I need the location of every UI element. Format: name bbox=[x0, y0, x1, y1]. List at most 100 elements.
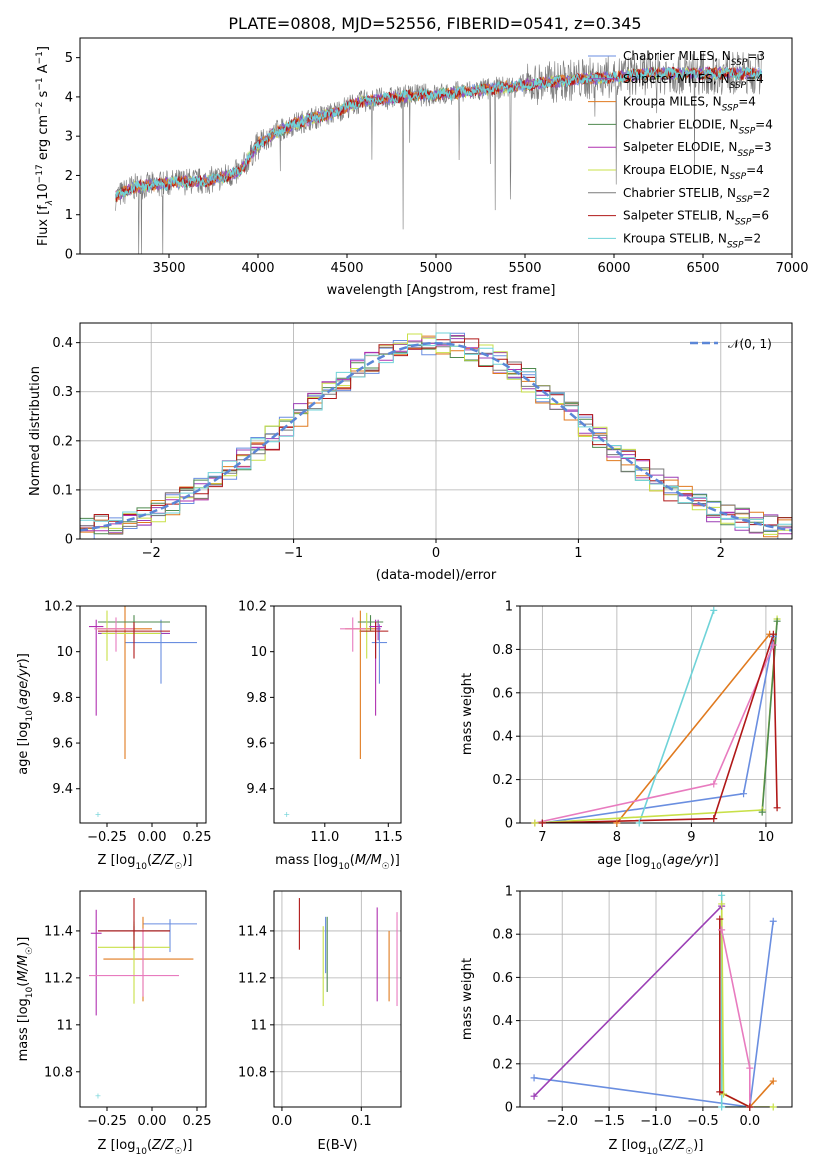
series-line-salpeter-stelib bbox=[719, 919, 751, 1107]
mass-vs-z-panel: + −0.25 0.00 0.25 10.8 11 11.2 11.4 Z [log10(Z/Z… bbox=[16, 890, 211, 1157]
y-tick-label: 11.2 bbox=[44, 971, 73, 986]
y-tick-label: 9.4 bbox=[52, 782, 73, 797]
series-line-kroupa-miles bbox=[749, 1080, 774, 1107]
x-tick-label: 4500 bbox=[330, 261, 363, 276]
y-tick-label: 0.4 bbox=[52, 336, 73, 351]
plot-area: + bbox=[89, 606, 197, 819]
x-tick-label: 2 bbox=[717, 546, 725, 561]
x-tick-label: 0.25 bbox=[183, 830, 212, 845]
y-tick-label: 0 bbox=[65, 248, 73, 263]
data-point bbox=[716, 915, 724, 923]
data-point bbox=[716, 1088, 724, 1096]
x-tick-label: 4000 bbox=[241, 261, 274, 276]
series-line-salpeter-miles bbox=[533, 905, 723, 1097]
data-point bbox=[718, 1103, 726, 1111]
y-tick-label: 11.4 bbox=[238, 924, 267, 939]
data-point bbox=[710, 815, 718, 823]
x-axis-label: age [log10(age/yr)] bbox=[597, 853, 719, 872]
y-tick-label: 1 bbox=[65, 208, 73, 223]
plot-area: + bbox=[89, 898, 197, 1100]
y-tick-label: 3 bbox=[65, 130, 73, 145]
x-tick-label: 11.0 bbox=[310, 830, 339, 845]
legend-label: Chabrier MILES, NSSP=3 bbox=[623, 49, 765, 68]
data-point bbox=[769, 1077, 777, 1085]
y-tick-label: 1 bbox=[505, 885, 513, 900]
data-point bbox=[613, 819, 621, 827]
legend-label: Kroupa MILES, NSSP=4 bbox=[623, 95, 756, 114]
data-point bbox=[746, 1064, 754, 1072]
x-tick-label: 11.5 bbox=[374, 830, 403, 845]
data-point: + bbox=[95, 1091, 102, 1100]
y-tick-label: 10.2 bbox=[44, 600, 73, 615]
x-axis-label: Z [log10(Z/Z☉)] bbox=[98, 853, 193, 872]
y-tick-label: 11.4 bbox=[44, 924, 73, 939]
model-spectrum-salpeter-miles bbox=[115, 66, 762, 201]
data-point bbox=[769, 630, 777, 638]
normal-curve bbox=[80, 341, 792, 532]
model-spectrum-kroupa-stelib bbox=[115, 66, 763, 199]
y-tick-label: 0.2 bbox=[52, 434, 73, 449]
data-point bbox=[710, 606, 718, 614]
x-axis-label: Z [log10(Z/Z☉)] bbox=[609, 1138, 704, 1157]
data-point: + bbox=[95, 810, 102, 819]
y-tick-label: 1 bbox=[505, 600, 513, 615]
x-tick-label: 0.1 bbox=[351, 1114, 372, 1129]
y-tick-label: 0.6 bbox=[492, 971, 513, 986]
x-tick-label: −2.0 bbox=[546, 1114, 578, 1129]
data-point bbox=[530, 1092, 538, 1100]
y-tick-label: 9.6 bbox=[246, 737, 267, 752]
axes-frame bbox=[273, 890, 402, 1108]
x-tick-label: 6500 bbox=[686, 261, 719, 276]
x-tick-label: −1 bbox=[284, 546, 303, 561]
x-axis-label: E(B-V) bbox=[317, 1138, 357, 1153]
age-vs-mass-panel: +11.0 11.5 9.4 9.6 9.8 10 10.2 mass [log10(M/M☉… bbox=[238, 600, 403, 873]
figure-title: PLATE=0808, MJD=52556, FIBERID=0541, z=0… bbox=[228, 14, 641, 33]
legend-label: 𝒩(0, 1) bbox=[728, 337, 772, 351]
y-tick-label: 11.2 bbox=[238, 971, 267, 986]
y-tick-label: 0.1 bbox=[52, 483, 73, 498]
y-axis-label: mass [log10(M/M☉)] bbox=[16, 937, 35, 1062]
y-axis-label: mass weight bbox=[460, 673, 475, 755]
series-line-salpeter-stelib bbox=[542, 633, 778, 823]
x-tick-label: −1.0 bbox=[640, 1114, 672, 1129]
x-tick-label: 5500 bbox=[508, 261, 541, 276]
x-tick-label: 1 bbox=[574, 546, 582, 561]
spectrum-panel: 3500 4000 4500 5000 5500 6000 6500 7000 0 1 2 3 4 5 wa… bbox=[35, 37, 809, 298]
y-tick-label: 0.8 bbox=[492, 643, 513, 658]
data-point bbox=[746, 1103, 754, 1111]
plot-area: + bbox=[283, 610, 389, 819]
series-line-pink bbox=[534, 644, 775, 823]
y-tick-label: 9.8 bbox=[52, 691, 73, 706]
y-axis-label: Normed distribution bbox=[28, 366, 43, 496]
residual-panel: −2 −1 0 1 2 0 0.1 0.2 0.3 0.4 (data-model)/error No… bbox=[28, 322, 793, 583]
plot-area bbox=[298, 898, 398, 1007]
y-tick-label: 9.6 bbox=[52, 737, 73, 752]
legend-label: Kroupa STELIB, NSSP=2 bbox=[623, 231, 761, 250]
x-tick-label: 9 bbox=[687, 830, 695, 845]
data-point bbox=[530, 1074, 538, 1082]
data-point bbox=[718, 900, 726, 908]
x-axis-label: wavelength [Angstrom, rest frame] bbox=[327, 283, 556, 298]
y-tick-label: 0 bbox=[505, 1101, 513, 1116]
data-point bbox=[531, 819, 539, 827]
data-point bbox=[718, 891, 726, 899]
legend-label: Kroupa ELODIE, NSSP=4 bbox=[623, 163, 764, 182]
y-tick-label: 10.8 bbox=[238, 1065, 267, 1080]
mass-vs-ebv-panel: 0.0 0.1 10.8 11 11.2 11.4 E(B-V) bbox=[238, 890, 402, 1153]
x-axis-label: (data-model)/error bbox=[376, 568, 497, 583]
data-point bbox=[635, 819, 643, 827]
spectrum-legend: Chabrier MILES, NSSP=3 Salpeter MILES, NS… bbox=[588, 49, 773, 250]
data-point bbox=[720, 1090, 728, 1098]
x-tick-label: 0.00 bbox=[138, 830, 167, 845]
x-tick-label: −0.5 bbox=[687, 1114, 719, 1129]
x-tick-label: −0.25 bbox=[87, 830, 127, 845]
model-spectrum-salpeter-stelib bbox=[115, 66, 763, 203]
plot-area bbox=[80, 332, 792, 539]
y-tick-label: 0.3 bbox=[52, 385, 73, 400]
data-point bbox=[769, 1103, 777, 1111]
y-tick-label: 2 bbox=[65, 169, 73, 184]
weight-vs-z-panel: −2.0 −1.5 −1.0 −0.5 0.0 0 0.2 0.4 0.6 0.8 1 Z [log1… bbox=[460, 885, 793, 1157]
x-tick-label: 7 bbox=[538, 830, 546, 845]
y-tick-label: 0 bbox=[505, 817, 513, 832]
x-tick-label: 3500 bbox=[152, 261, 185, 276]
